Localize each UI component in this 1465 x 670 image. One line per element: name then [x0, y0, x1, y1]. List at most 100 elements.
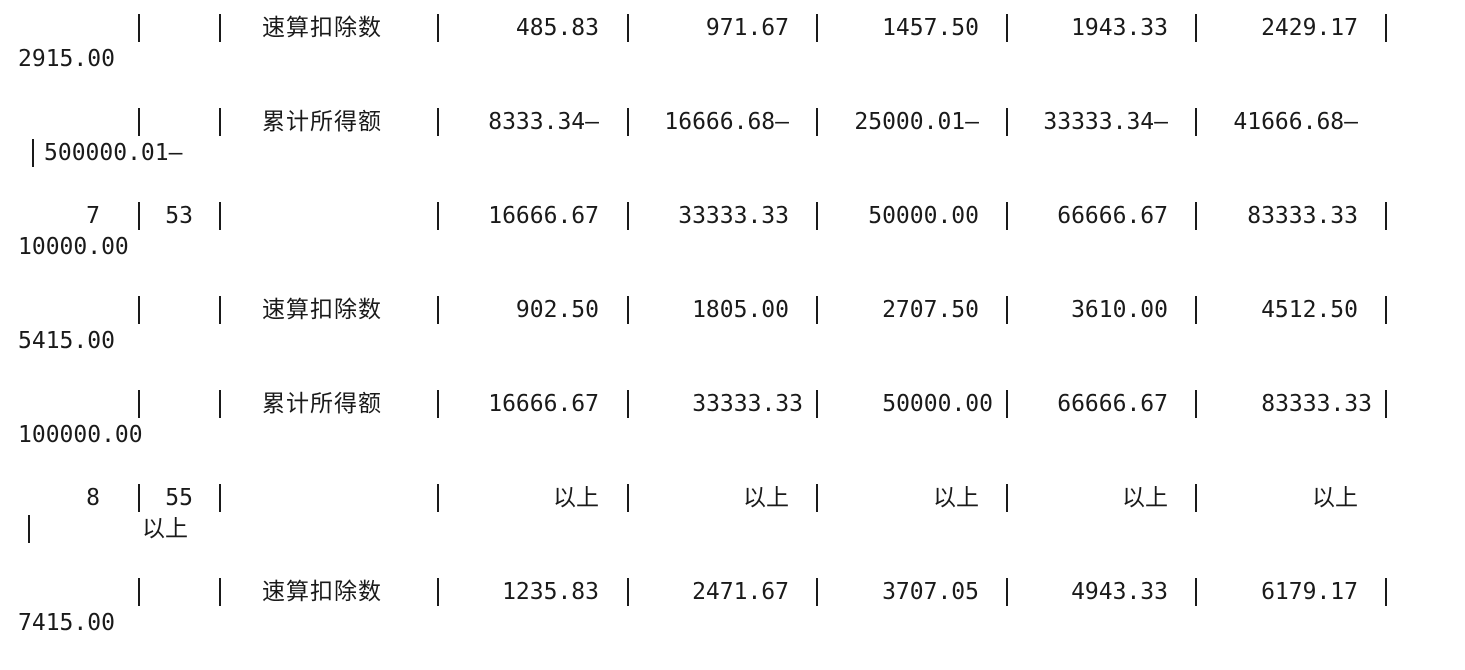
- column-separator: [1006, 108, 1008, 136]
- column-separator: [1006, 296, 1008, 324]
- column-separator: [138, 296, 140, 324]
- column-separator: [1195, 202, 1197, 230]
- column-separator: [627, 296, 629, 324]
- value-cell: 83333.33: [1247, 203, 1358, 229]
- column-separator: [437, 390, 439, 418]
- column-separator: [219, 14, 221, 42]
- value-cell: 33333.33: [678, 203, 789, 229]
- row-label: 速算扣除数: [262, 15, 382, 41]
- column-separator: [437, 14, 439, 42]
- table-row-line: 7 53 16666.67 33333.33 50000.00 66666.67…: [0, 200, 1465, 232]
- column-separator: [1195, 578, 1197, 606]
- wrapped-line: 100000.00: [0, 419, 1465, 451]
- value-cell: 33333.33: [692, 391, 803, 417]
- column-separator: [627, 202, 629, 230]
- value-cell: 4512.50: [1261, 297, 1358, 323]
- column-separator: [437, 108, 439, 136]
- column-separator: [1385, 202, 1387, 230]
- column-separator: [1006, 202, 1008, 230]
- table-row-line: 速算扣除数 902.50 1805.00 2707.50 3610.00 451…: [0, 294, 1465, 326]
- column-separator: [816, 578, 818, 606]
- column-separator: [219, 296, 221, 324]
- value-cell: 25000.01—: [854, 109, 979, 135]
- column-separator: [138, 14, 140, 42]
- value-cell: 1805.00: [692, 297, 789, 323]
- column-separator: [1385, 14, 1387, 42]
- column-separator: [1195, 390, 1197, 418]
- overflow-value: 5415.00: [18, 328, 115, 354]
- value-cell: 16666.67: [488, 391, 599, 417]
- value-cell: 4943.33: [1071, 579, 1168, 605]
- column-separator: [219, 108, 221, 136]
- value-cell: 1457.50: [882, 15, 979, 41]
- rate-cell: 53: [165, 203, 193, 229]
- value-cell: 41666.68—: [1233, 109, 1358, 135]
- value-cell: 8333.34—: [488, 109, 599, 135]
- overflow-value: 100000.00: [18, 422, 143, 448]
- table-row: 累计所得额 16666.67 33333.33 50000.00 66666.6…: [0, 388, 1465, 482]
- value-cell: 3610.00: [1071, 297, 1168, 323]
- wrapped-line: 7415.00: [0, 607, 1465, 643]
- column-separator: [816, 202, 818, 230]
- column-separator: [1195, 296, 1197, 324]
- column-separator: [627, 390, 629, 418]
- value-cell: 1235.83: [502, 579, 599, 605]
- row-label: 累计所得额: [262, 109, 382, 135]
- column-separator: [28, 515, 30, 543]
- value-cell: 485.83: [515, 15, 599, 41]
- column-separator: [437, 202, 439, 230]
- column-separator: [219, 578, 221, 606]
- value-cell: 1943.33: [1071, 15, 1168, 41]
- column-separator: [437, 578, 439, 606]
- row-label: 速算扣除数: [262, 297, 382, 323]
- column-separator: [816, 484, 818, 512]
- table-row: 速算扣除数 1235.83 2471.67 3707.05 4943.33 61…: [0, 576, 1465, 670]
- column-separator: [138, 484, 140, 512]
- value-cell: 83333.33: [1261, 391, 1372, 417]
- column-separator: [219, 390, 221, 418]
- column-separator: [816, 296, 818, 324]
- table-row: 速算扣除数 485.83 971.67 1457.50 1943.33 2429…: [0, 12, 1465, 106]
- table-row-line: 8 55 以上 以上 以上 以上 以上: [0, 482, 1465, 514]
- wrapped-line: 2915.00: [0, 43, 1465, 75]
- table-row-line: 速算扣除数 1235.83 2471.67 3707.05 4943.33 61…: [0, 576, 1465, 608]
- level-cell: 8: [86, 485, 100, 511]
- overflow-value: 10000.00: [18, 234, 129, 260]
- column-separator: [138, 108, 140, 136]
- column-separator: [219, 484, 221, 512]
- column-separator: [1385, 390, 1387, 418]
- column-separator: [627, 14, 629, 42]
- level-cell: 7: [86, 203, 100, 229]
- value-cell: 6179.17: [1261, 579, 1358, 605]
- wrapped-line: 10000.00: [0, 231, 1465, 263]
- column-separator: [138, 578, 140, 606]
- value-cell: 以上: [1122, 485, 1168, 511]
- column-separator: [1006, 578, 1008, 606]
- table-row: 8 55 以上 以上 以上 以上 以上 以上: [0, 482, 1465, 576]
- wrapped-line: 500000.01—: [0, 137, 1465, 169]
- column-separator: [219, 202, 221, 230]
- column-separator: [627, 578, 629, 606]
- value-cell: 16666.68—: [664, 109, 789, 135]
- value-cell: 2471.67: [692, 579, 789, 605]
- column-separator: [32, 139, 34, 167]
- value-cell: 以上: [933, 485, 979, 511]
- column-separator: [437, 484, 439, 512]
- column-separator: [816, 390, 818, 418]
- column-separator: [1006, 484, 1008, 512]
- table-row: 7 53 16666.67 33333.33 50000.00 66666.67…: [0, 200, 1465, 294]
- row-label: 速算扣除数: [262, 579, 382, 605]
- table-row: 速算扣除数 902.50 1805.00 2707.50 3610.00 451…: [0, 294, 1465, 388]
- rate-cell: 55: [165, 485, 193, 511]
- wrapped-line: 5415.00: [0, 325, 1465, 357]
- row-label: 累计所得额: [262, 391, 382, 417]
- overflow-value: 2915.00: [18, 46, 115, 72]
- value-cell: 902.50: [515, 297, 599, 323]
- value-cell: 2707.50: [882, 297, 979, 323]
- column-separator: [816, 14, 818, 42]
- column-separator: [138, 390, 140, 418]
- column-separator: [1195, 484, 1197, 512]
- overflow-value: 500000.01—: [44, 140, 183, 166]
- column-separator: [1195, 108, 1197, 136]
- value-cell: 3707.05: [882, 579, 979, 605]
